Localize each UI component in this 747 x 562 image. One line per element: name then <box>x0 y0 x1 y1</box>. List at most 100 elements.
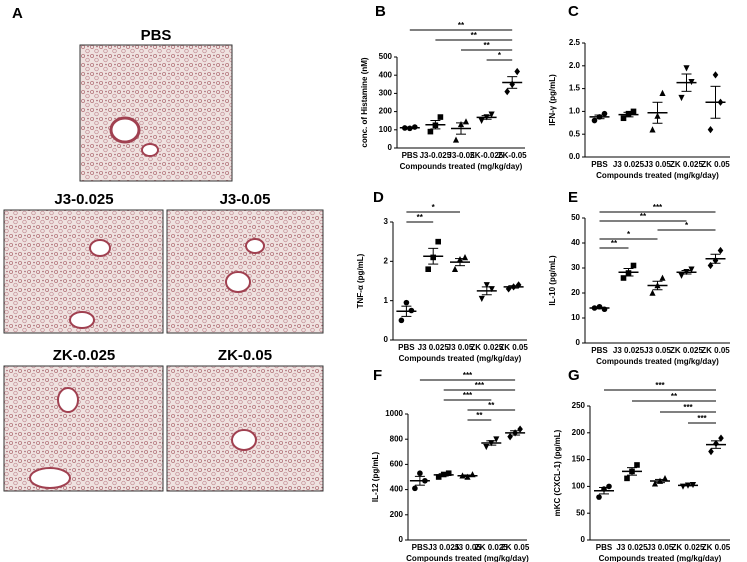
y-tick-label: 30 <box>571 263 580 272</box>
x-axis-label: Compounds treated (mg/kg/day) <box>406 554 529 562</box>
airway <box>231 429 257 451</box>
x-tick-label: J3 0.025 <box>418 343 450 352</box>
y-tick-label: 0 <box>576 338 581 347</box>
y-axis-label: IL-10 (pg/mL) <box>548 255 557 306</box>
data-point <box>398 317 405 324</box>
data-point <box>718 434 724 442</box>
significance-label: *** <box>655 381 665 390</box>
image-title: PBS <box>141 27 172 44</box>
x-tick-label: ZK 0.05 <box>702 543 731 552</box>
error-bar <box>652 280 663 291</box>
data-point <box>649 289 656 296</box>
data-point <box>412 485 418 492</box>
data-point <box>417 470 423 477</box>
data-point <box>620 115 627 122</box>
micrograph <box>166 209 324 334</box>
y-tick-label: 2.0 <box>569 61 581 70</box>
y-tick-label: 20 <box>571 288 580 297</box>
data-point <box>596 494 602 500</box>
y-tick-label: 2.5 <box>569 38 581 47</box>
x-tick-label: J3 0.025 <box>428 543 460 552</box>
y-tick-label: 800 <box>390 434 404 443</box>
y-tick-label: 0 <box>581 535 586 544</box>
significance-label: ** <box>483 41 490 50</box>
data-point <box>452 136 460 143</box>
significance-label: ** <box>640 212 647 221</box>
error-bar <box>430 120 441 130</box>
data-point <box>493 436 500 443</box>
data-point <box>403 299 410 306</box>
significance-label: * <box>498 51 502 60</box>
error-bar <box>508 285 519 289</box>
data-point <box>717 246 724 255</box>
data-point <box>659 89 666 96</box>
significance-label: *** <box>463 391 473 400</box>
significance-label: *** <box>683 403 693 412</box>
micrograph <box>3 365 164 492</box>
y-tick-label: 50 <box>576 508 585 517</box>
x-tick-label: ZK-0.05 <box>498 151 527 160</box>
x-tick-label: PBS <box>591 346 608 355</box>
significance-label: ** <box>611 239 618 248</box>
x-tick-label: ZK 0.05 <box>499 343 528 352</box>
x-tick-label: J3 0.025 <box>613 346 645 355</box>
x-tick-label: J3 0.05 <box>647 543 674 552</box>
error-bar <box>456 122 466 135</box>
significance-label: * <box>685 221 689 230</box>
data-point <box>488 286 495 293</box>
data-point <box>624 475 630 482</box>
x-tick-label: ZK-0.025 <box>470 151 504 160</box>
data-point <box>483 282 490 289</box>
data-point <box>712 71 719 79</box>
image-title: ZK-0.05 <box>218 347 272 364</box>
y-tick-label: 1 <box>384 296 389 305</box>
y-tick-label: 0 <box>384 335 389 344</box>
data-point <box>435 238 441 245</box>
y-tick-label: 500 <box>379 52 393 61</box>
error-bar <box>710 85 721 119</box>
y-tick-label: 1.5 <box>569 84 581 93</box>
airway <box>141 143 159 157</box>
data-point <box>601 110 608 117</box>
error-bar <box>599 486 609 495</box>
x-tick-label: ZK 0.05 <box>701 160 730 169</box>
x-tick-label: PBS <box>591 160 608 169</box>
x-tick-label: PBS <box>398 343 415 352</box>
y-tick-label: 250 <box>572 401 586 410</box>
error-bar <box>414 475 425 486</box>
error-bar <box>681 73 692 92</box>
x-tick-label: ZK 0.025 <box>475 543 508 552</box>
significance-label: ** <box>471 31 478 40</box>
x-tick-label: PBS <box>596 543 613 552</box>
airway <box>57 387 79 413</box>
y-axis-label: TNF-α (pg/mL) <box>356 253 365 308</box>
error-bar <box>481 286 492 296</box>
panel-label: E <box>568 189 578 206</box>
y-axis-label: mKC (CXCL-1) (pg/mL) <box>553 429 562 516</box>
airway <box>29 467 71 489</box>
error-bar <box>655 478 665 484</box>
y-tick-label: 3 <box>384 217 389 226</box>
error-bar <box>683 484 693 487</box>
data-point <box>634 462 640 468</box>
data-point <box>606 483 612 490</box>
airway <box>245 238 265 254</box>
significance-label: *** <box>653 203 663 212</box>
y-tick-label: 50 <box>571 213 580 222</box>
y-tick-label: 10 <box>571 313 580 322</box>
significance-label: ** <box>671 392 678 401</box>
error-bar <box>510 430 521 436</box>
data-point <box>630 262 637 269</box>
error-bar <box>652 101 663 124</box>
data-point <box>504 87 510 96</box>
panel-label: A <box>12 5 23 22</box>
data-point <box>651 480 659 487</box>
y-tick-label: 40 <box>571 238 580 247</box>
x-tick-label: J3 0.05 <box>644 160 671 169</box>
error-bar <box>623 268 634 277</box>
x-tick-label: J3 0.025 <box>613 160 645 169</box>
x-tick-label: ZK 0.025 <box>470 343 503 352</box>
data-point <box>649 126 656 133</box>
y-axis-label: IL-12 (pg/mL) <box>371 452 380 503</box>
y-tick-label: 0 <box>388 143 393 152</box>
